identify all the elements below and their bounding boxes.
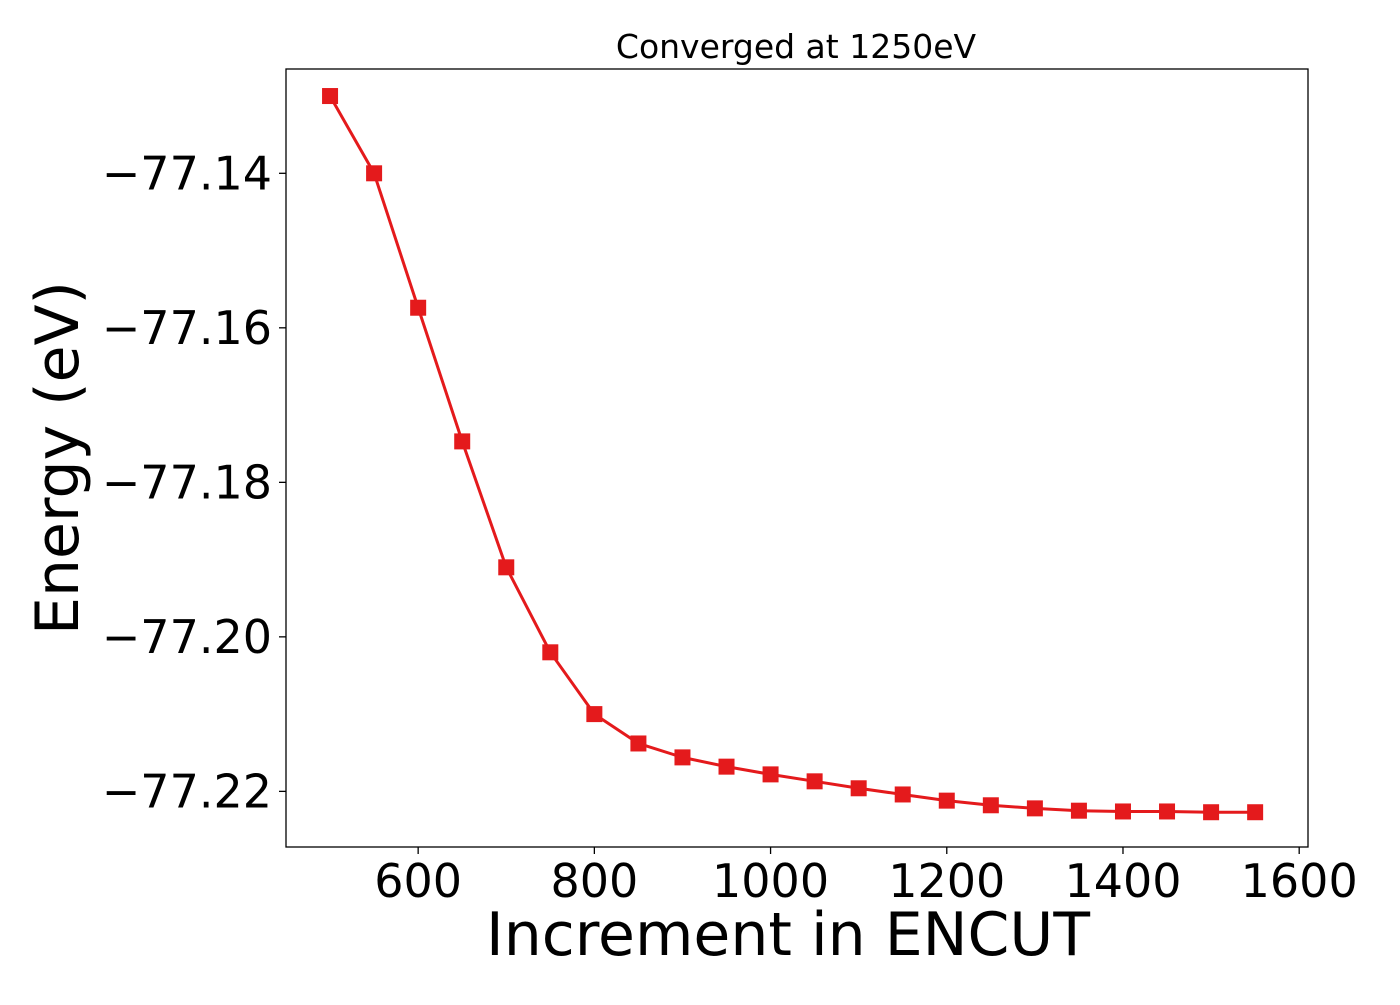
- y-tick-label: −77.14: [102, 146, 272, 200]
- data-point-marker: [586, 706, 603, 723]
- chart-title: Converged at 1250eV: [616, 27, 977, 66]
- y-tick-label: −77.22: [102, 764, 272, 818]
- x-tick-label: 1400: [1064, 854, 1181, 908]
- plot-frame: [285, 68, 1309, 848]
- data-point-marker: [674, 749, 691, 766]
- x-tick-label: 1200: [888, 854, 1005, 908]
- data-point-marker: [322, 88, 339, 105]
- series-layer: [322, 88, 1264, 821]
- data-point-marker: [1203, 804, 1220, 821]
- data-point-marker: [1114, 803, 1131, 820]
- data-point-marker: [982, 797, 999, 814]
- series-line: [328, 95, 1256, 814]
- data-point-marker: [410, 299, 427, 316]
- y-axis-label: Energy (eV): [23, 281, 93, 635]
- data-point-marker: [894, 786, 911, 803]
- x-tick-label: 1000: [712, 854, 829, 908]
- data-point-marker: [762, 766, 779, 783]
- data-point-marker: [806, 773, 823, 790]
- y-tick-label: −77.18: [102, 455, 272, 509]
- data-point-marker: [454, 433, 471, 450]
- data-point-marker: [1247, 804, 1264, 821]
- data-point-marker: [938, 792, 955, 809]
- data-point-marker: [366, 165, 383, 182]
- x-axis-ticks: 600 800 1000 1200 1400 1600: [374, 847, 1358, 908]
- x-tick-label: 800: [550, 854, 638, 908]
- data-point-marker: [850, 780, 867, 797]
- data-point-marker: [630, 735, 647, 752]
- data-point-marker: [1159, 803, 1176, 820]
- data-point-marker: [718, 758, 735, 775]
- y-tick-label: −77.16: [102, 301, 272, 355]
- y-tick-label: −77.20: [102, 610, 272, 664]
- data-point-marker: [498, 559, 515, 576]
- data-point-marker: [542, 644, 559, 661]
- data-point-marker: [1026, 800, 1043, 817]
- x-tick-label: 600: [374, 854, 462, 908]
- data-point-marker: [1070, 802, 1087, 819]
- x-tick-label: 1600: [1241, 854, 1358, 908]
- x-axis-label: Increment in ENCUT: [486, 900, 1090, 970]
- y-axis-ticks: −77.14 −77.16 −77.18 −77.20 −77.22: [102, 146, 286, 818]
